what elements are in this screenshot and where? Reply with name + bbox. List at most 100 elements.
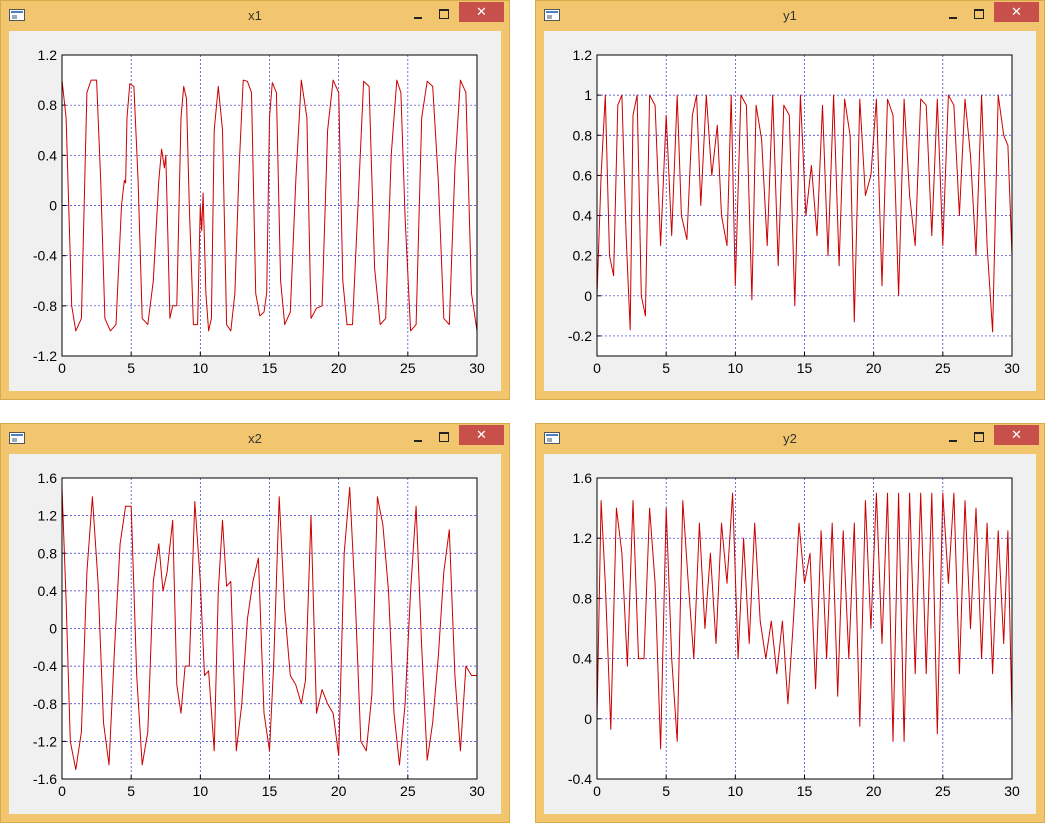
minimize-button[interactable]: [940, 5, 966, 25]
plot-area: 0 5 10 15 20 25 30 -1.6 -1.2 -0.8 -0.4 0 0.4 0.8 1.2 1.…: [9, 454, 501, 814]
chart-x1: 0 5 10 15 20 25 30 -1.2 -0.8 -0.4 0 0.4 0.8 1.2: [33, 47, 485, 376]
chart-y2: 0 5 10 15 20 25 30-0.400.40.81.21.6: [568, 470, 1020, 799]
window-title: x1: [248, 8, 262, 23]
y-tick-label: -0.4: [33, 658, 57, 674]
minimize-button[interactable]: [405, 5, 431, 25]
maximize-button[interactable]: [431, 5, 457, 25]
y-tick-label: 1.2: [38, 508, 58, 524]
x-tick-label: 30: [1004, 360, 1020, 376]
maximize-button[interactable]: [966, 5, 992, 25]
app-icon[interactable]: [544, 432, 560, 444]
y-tick-label: 1.2: [38, 47, 58, 63]
title-bar[interactable]: y1 ✕: [536, 1, 1044, 31]
y-tick-label: 0: [584, 711, 592, 727]
close-button[interactable]: ✕: [459, 2, 504, 22]
minimize-button[interactable]: [405, 428, 431, 448]
window-y2: y2 ✕ 0 5 10 15 20 25 30 -0.4 0 0.4 0.8 1.2 1.6: [535, 423, 1045, 823]
plot-area: 0 5 10 15 20 25 30 -0.4 0 0.4 0.8 1.2 1.6: [544, 454, 1036, 814]
chart-x2: 0 5 10 15 20 25 30 -1.6 -1.2 -0.8 -0.4 0 0.4 0.8 1.2 1.…: [33, 470, 485, 799]
window-x2: x2 ✕ 0 5 10 15 20 25 30 -1.6 -1.2 -0.8 -0.4 0 0.4 0.8…: [0, 423, 510, 823]
y-tick-label: 1.6: [573, 470, 593, 486]
x-tick-label: 20: [866, 360, 882, 376]
plot-frame: [596, 54, 1013, 357]
app-icon[interactable]: [544, 9, 560, 21]
window-title: y1: [783, 8, 797, 23]
x-tick-label: 10: [193, 783, 209, 799]
plot-frame: [61, 477, 478, 780]
y-tick-label: 0.8: [38, 545, 58, 561]
y-tick-label: -0.4: [33, 248, 57, 264]
y-tick-label: 0.4: [573, 651, 593, 667]
minimize-button[interactable]: [940, 428, 966, 448]
y-tick-label: 1: [584, 87, 592, 103]
x-tick-label: 0: [58, 360, 66, 376]
x-tick-label: 20: [866, 783, 882, 799]
x-tick-label: 20: [331, 360, 347, 376]
title-bar[interactable]: y2 ✕: [536, 424, 1044, 454]
y-tick-label: 0.4: [38, 583, 58, 599]
y-tick-label: -0.2: [568, 328, 592, 344]
x-tick-label: 10: [728, 783, 744, 799]
chart-y1: 0 5 10 15 20 25 30-0.200.20.40.60.811.2: [568, 47, 1020, 376]
x-tick-label: 25: [935, 360, 951, 376]
y-tick-label: -0.8: [33, 298, 57, 314]
series-line: [61, 79, 478, 332]
x-tick-label: 5: [662, 783, 670, 799]
plot-background: [597, 55, 1012, 356]
y-tick-label: 0.2: [573, 248, 593, 264]
x-tick-label: 10: [728, 360, 744, 376]
window-title: x2: [248, 431, 262, 446]
y-tick-label: -1.2: [33, 348, 57, 364]
y-tick-label: 0.4: [573, 208, 593, 224]
series-line: [596, 492, 1013, 750]
y-tick-label: 0: [584, 288, 592, 304]
series-line: [596, 94, 1013, 333]
window-title: y2: [783, 431, 797, 446]
x-tick-label: 5: [127, 360, 135, 376]
x-tick-label: 25: [400, 783, 416, 799]
x-tick-label: 25: [400, 360, 416, 376]
close-button[interactable]: ✕: [459, 425, 504, 445]
y-tick-label: -1.6: [33, 771, 57, 787]
y-tick-label: 0.6: [573, 167, 593, 183]
x-tick-label: 10: [193, 360, 209, 376]
window-x1: x1 ✕ 0 5 10 15 20 25 30 -1.2 -0.8 -0.4 0 0.4 0.8 1.2: [0, 0, 510, 400]
x-tick-label: 25: [935, 783, 951, 799]
app-icon[interactable]: [9, 9, 25, 21]
x-tick-label: 15: [797, 783, 813, 799]
app-icon[interactable]: [9, 432, 25, 444]
y-tick-label: 0.8: [573, 127, 593, 143]
x-tick-label: 15: [262, 783, 278, 799]
maximize-button[interactable]: [966, 428, 992, 448]
x-tick-label: 5: [662, 360, 670, 376]
y-tick-label: 0.4: [38, 147, 58, 163]
title-bar[interactable]: x1 ✕: [1, 1, 509, 31]
close-button[interactable]: ✕: [994, 425, 1039, 445]
y-tick-label: 0: [49, 198, 57, 214]
x-tick-label: 20: [331, 783, 347, 799]
x-tick-label: 0: [593, 360, 601, 376]
y-tick-label: 0.8: [573, 590, 593, 606]
plot-frame: [61, 54, 478, 357]
maximize-button[interactable]: [431, 428, 457, 448]
x-tick-label: 15: [797, 360, 813, 376]
y-tick-label: 1.2: [573, 530, 593, 546]
x-tick-label: 15: [262, 360, 278, 376]
plot-area: 0 5 10 15 20 25 30 -0.2 0 0.2 0.4 0.6 0.8 1 1.2: [544, 31, 1036, 391]
y-tick-label: 0.8: [38, 97, 58, 113]
y-tick-label: 0: [49, 621, 57, 637]
y-tick-label: -0.4: [568, 771, 592, 787]
plot-frame: [596, 477, 1013, 780]
x-tick-label: 0: [593, 783, 601, 799]
y-tick-label: -0.8: [33, 696, 57, 712]
title-bar[interactable]: x2 ✕: [1, 424, 509, 454]
series-line: [61, 486, 477, 771]
y-tick-label: -1.2: [33, 733, 57, 749]
close-button[interactable]: ✕: [994, 2, 1039, 22]
window-y1: y1 ✕ 0 5 10 15 20 25 30 -0.2 0 0.2 0.4 0.6 0.8 1 1.2: [535, 0, 1045, 400]
plot-area: 0 5 10 15 20 25 30 -1.2 -0.8 -0.4 0 0.4 0.8 1.2: [9, 31, 501, 391]
x-tick-label: 30: [469, 360, 485, 376]
x-tick-label: 0: [58, 783, 66, 799]
y-tick-label: 1.2: [573, 47, 593, 63]
y-tick-label: 1.6: [38, 470, 58, 486]
